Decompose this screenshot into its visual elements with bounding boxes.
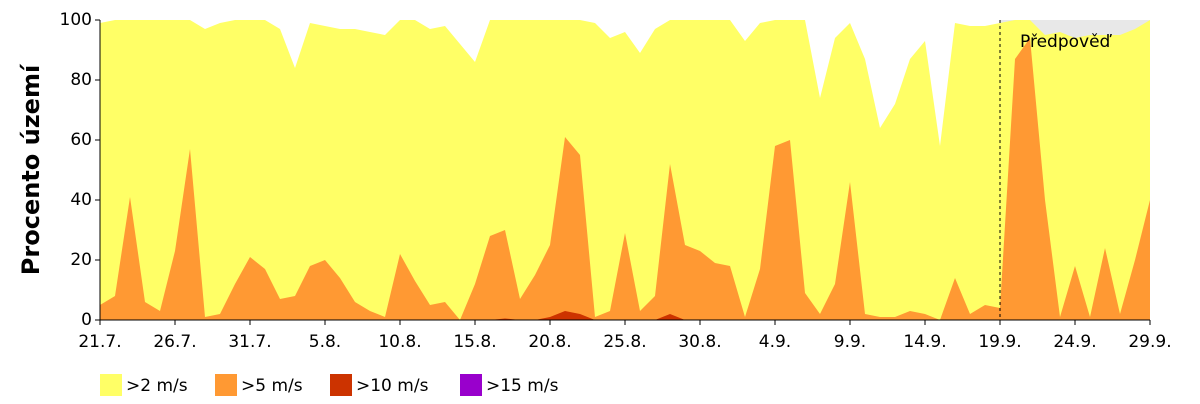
legend-swatch — [330, 374, 352, 396]
legend-label: >5 m/s — [241, 376, 303, 396]
x-tick-label: 30.8. — [678, 332, 721, 352]
x-tick-label: 14.9. — [903, 332, 946, 352]
x-tick-label: 31.7. — [228, 332, 271, 352]
y-tick-label: 40 — [70, 190, 92, 210]
x-tick-label: 29.9. — [1128, 332, 1171, 352]
legend-label: >10 m/s — [356, 376, 429, 396]
x-tick-label: 20.8. — [528, 332, 571, 352]
legend-swatch — [460, 374, 482, 396]
area — [100, 20, 1150, 320]
y-tick-label: 80 — [70, 70, 92, 90]
legend-label: >15 m/s — [486, 376, 559, 396]
x-tick-label: 5.8. — [309, 332, 341, 352]
x-tick-label: 21.7. — [78, 332, 121, 352]
x-tick-label: 9.9. — [834, 332, 866, 352]
x-tick-label: 15.8. — [453, 332, 496, 352]
y-tick-label: 0 — [81, 310, 92, 330]
x-tick-label: 19.9. — [978, 332, 1021, 352]
y-tick-label: 60 — [70, 130, 92, 150]
x-tick-label: 4.9. — [759, 332, 791, 352]
legend-label: >2 m/s — [126, 376, 188, 396]
area — [100, 38, 1150, 320]
x-tick-label: 10.8. — [378, 332, 421, 352]
x-tick-label: 25.8. — [603, 332, 646, 352]
y-tick-label: 100 — [60, 10, 92, 30]
legend-swatch — [100, 374, 122, 396]
y-tick-label: 20 — [70, 250, 92, 270]
y-axis-title: Procento území — [17, 63, 45, 275]
legend-swatch — [215, 374, 237, 396]
x-tick-label: 24.9. — [1053, 332, 1096, 352]
x-tick-label: 26.7. — [153, 332, 196, 352]
annotation: Předpověď — [1020, 32, 1113, 52]
